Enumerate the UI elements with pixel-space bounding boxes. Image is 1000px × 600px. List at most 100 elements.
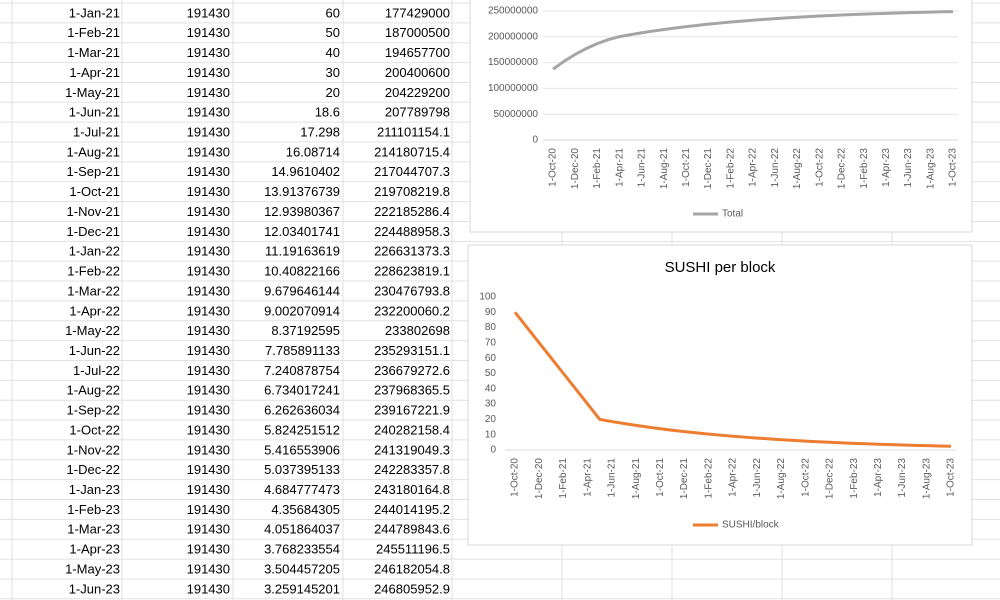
x-tick-label: 1-Oct-20 bbox=[510, 458, 521, 497]
x-tick-label: 1-Oct-21 bbox=[655, 458, 666, 497]
charts: 0 50000000 100000000 150000000 200000000 2500… bbox=[479, 6, 958, 531]
x-tick-label: 1-Aug-21 bbox=[659, 148, 670, 190]
cell: 12.03401741 bbox=[264, 224, 340, 239]
cell: 1-Apr-21 bbox=[69, 65, 120, 80]
cell: 217044707.3 bbox=[374, 164, 450, 179]
cell: 7.240878754 bbox=[264, 363, 340, 378]
cell: 236679272.6 bbox=[374, 363, 450, 378]
cell: 191430 bbox=[187, 542, 230, 557]
cell: 191430 bbox=[187, 522, 230, 537]
cell: 8.37192595 bbox=[271, 323, 340, 338]
cell: 1-Dec-21 bbox=[67, 224, 120, 239]
cell: 191430 bbox=[187, 383, 230, 398]
cell: 1-Feb-23 bbox=[67, 502, 120, 517]
cell: 191430 bbox=[187, 581, 230, 596]
cell: 187000500 bbox=[385, 25, 450, 40]
cell: 1-Sep-21 bbox=[67, 164, 120, 179]
y-tick-label: 20 bbox=[485, 414, 497, 425]
y-tick-label: 150000000 bbox=[488, 57, 538, 68]
cell: 222185286.4 bbox=[374, 204, 450, 219]
cell: 191430 bbox=[187, 561, 230, 576]
cell: 17.298 bbox=[300, 125, 340, 140]
cell: 4.35684305 bbox=[271, 502, 340, 517]
cell: 3.259145201 bbox=[264, 581, 340, 596]
legend-label: SUSHI/block bbox=[722, 520, 780, 531]
cell: 20 bbox=[326, 85, 340, 100]
cell: 246805952.9 bbox=[374, 581, 450, 596]
x-tick-label: 1-Apr-21 bbox=[614, 148, 625, 187]
cell: 3.504457205 bbox=[264, 561, 340, 576]
x-tick-label: 1-Dec-22 bbox=[837, 148, 848, 190]
chart-box[interactable] bbox=[469, 0, 973, 233]
cell: 5.416553906 bbox=[264, 442, 340, 457]
cell: 1-Apr-23 bbox=[69, 542, 120, 557]
data-line bbox=[513, 311, 952, 448]
cell: 1-Feb-21 bbox=[67, 25, 120, 40]
cell: 207789798 bbox=[385, 105, 450, 120]
cell: 4.051864037 bbox=[264, 522, 340, 537]
cell: 1-Jul-21 bbox=[73, 125, 120, 140]
cell: 232200060.2 bbox=[374, 303, 450, 318]
cell: 191430 bbox=[187, 264, 230, 279]
cell: 191430 bbox=[187, 85, 230, 100]
x-tick-label: 1-Apr-21 bbox=[582, 458, 593, 497]
x-tick-label: 1-Jun-22 bbox=[770, 148, 781, 188]
x-tick-label: 1-Dec-21 bbox=[703, 148, 714, 190]
cell: 191430 bbox=[187, 442, 230, 457]
y-tick-label: 200000000 bbox=[488, 31, 538, 42]
cell: 239167221.9 bbox=[374, 403, 450, 418]
x-tick-label: 1-Feb-22 bbox=[725, 148, 736, 189]
cell: 191430 bbox=[187, 363, 230, 378]
cell: 191430 bbox=[187, 283, 230, 298]
cell: 18.6 bbox=[315, 105, 340, 120]
x-tick-label: 1-Feb-23 bbox=[849, 458, 860, 499]
cell: 191430 bbox=[187, 125, 230, 140]
cell: 14.9610402 bbox=[271, 164, 340, 179]
cell: 191430 bbox=[187, 45, 230, 60]
cell: 191430 bbox=[187, 422, 230, 437]
x-tick-label: 1-Aug-21 bbox=[631, 458, 642, 500]
cell: 194657700 bbox=[385, 45, 450, 60]
y-tick-label: 60 bbox=[485, 353, 497, 364]
cell: 16.08714 bbox=[286, 144, 340, 159]
cell: 204229200 bbox=[385, 85, 450, 100]
chart-box[interactable] bbox=[467, 244, 973, 546]
cell: 5.824251512 bbox=[264, 422, 340, 437]
y-tick-label: 0 bbox=[490, 445, 496, 456]
cell: 245511196.5 bbox=[376, 542, 450, 557]
cell: 191430 bbox=[187, 204, 230, 219]
cell: 13.91376739 bbox=[264, 184, 340, 199]
cell: 1-Jul-22 bbox=[73, 363, 120, 378]
cell: 191430 bbox=[187, 224, 230, 239]
data-line bbox=[552, 10, 954, 71]
cell: 9.002070914 bbox=[264, 303, 340, 318]
cell: 1-Jun-22 bbox=[69, 343, 120, 358]
y-tick-label: 250000000 bbox=[488, 6, 538, 17]
y-tick-label: 50 bbox=[485, 368, 497, 379]
cell: 1-Sep-22 bbox=[67, 403, 120, 418]
cell: 1-Apr-22 bbox=[69, 303, 120, 318]
cell: 1-Jan-23 bbox=[69, 482, 120, 497]
x-tick-label: 1-Feb-21 bbox=[592, 148, 603, 189]
x-tick-label: 1-Jun-23 bbox=[903, 148, 914, 188]
cell: 246182054.8 bbox=[374, 561, 450, 576]
cell: 1-Feb-22 bbox=[67, 264, 120, 279]
cell: 191430 bbox=[187, 105, 230, 120]
cell: 211101154.1 bbox=[377, 125, 450, 140]
cell: 241319049.3 bbox=[374, 442, 450, 457]
cell: 200400600 bbox=[385, 65, 450, 80]
cell: 191430 bbox=[187, 482, 230, 497]
x-tick-label: 1-Jun-21 bbox=[607, 458, 618, 498]
legend-label: Total bbox=[722, 209, 743, 220]
y-tick-label: 10 bbox=[485, 429, 497, 440]
cell: 1-Aug-22 bbox=[67, 383, 120, 398]
cell: 191430 bbox=[187, 403, 230, 418]
y-tick-label: 30 bbox=[485, 399, 497, 410]
cell: 1-Nov-22 bbox=[67, 442, 120, 457]
cell: 40 bbox=[326, 45, 340, 60]
cell: 244014195.2 bbox=[374, 502, 450, 517]
cell: 191430 bbox=[187, 502, 230, 517]
cell: 230476793.8 bbox=[374, 283, 450, 298]
x-tick-label: 1-Jun-21 bbox=[637, 148, 648, 188]
